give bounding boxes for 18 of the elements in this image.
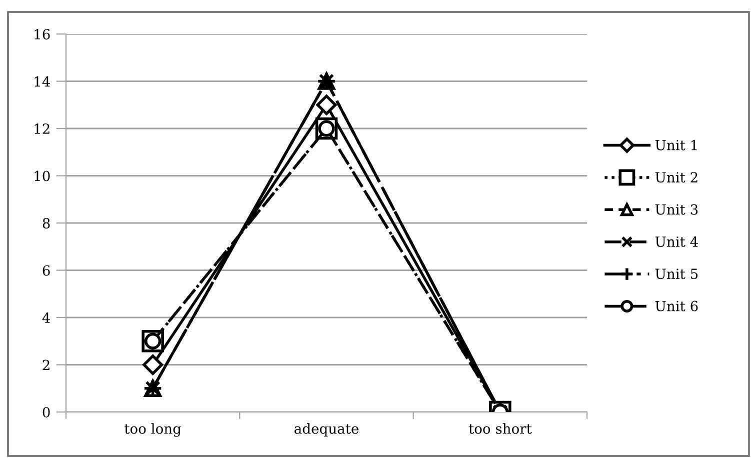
y-tick-label: 16 — [34, 28, 50, 40]
legend-label: Unit 4 — [655, 236, 698, 247]
y-tick-label: 10 — [34, 170, 50, 182]
y-tick-label: 4 — [42, 312, 50, 323]
x-tick-label: adequate — [294, 423, 358, 437]
y-tick-label: 6 — [42, 265, 50, 276]
y-tick-label: 14 — [34, 76, 50, 87]
legend-label: Unit 2 — [655, 172, 698, 183]
y-tick-label: 2 — [42, 360, 50, 370]
x-tick-label: too short — [468, 423, 532, 434]
legend-label: Unit 1 — [655, 140, 697, 150]
y-tick-label: 0 — [42, 406, 50, 418]
x-tick-label: too long — [124, 423, 182, 437]
legend-label: Unit 5 — [655, 268, 698, 280]
y-tick-label: 8 — [42, 218, 50, 228]
legend-label: Unit 6 — [655, 300, 698, 312]
y-tick-label: 12 — [34, 123, 50, 134]
legend-label: Unit 3 — [655, 204, 698, 215]
